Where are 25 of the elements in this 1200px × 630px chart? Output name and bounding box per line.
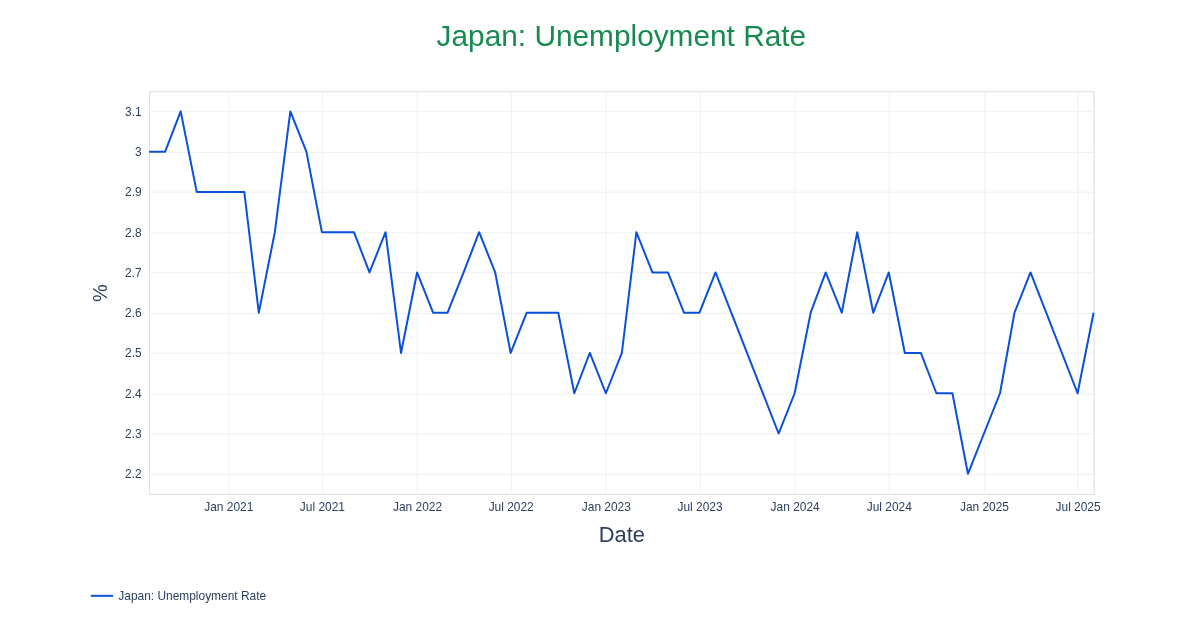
y-tick-label: 3	[135, 145, 143, 160]
x-tick-label: Jan 2025	[959, 500, 1010, 515]
y-tick-label: 2.2	[125, 467, 143, 482]
y-tick-label: 2.9	[125, 185, 143, 200]
y-tick-label: 2.8	[125, 225, 143, 240]
x-tick-label: Jan 2023	[581, 500, 632, 515]
x-tick-label: Jan 2022	[393, 500, 443, 515]
x-tick-label: Jul 2025	[1055, 500, 1101, 515]
y-tick-label: 2.6	[125, 306, 143, 321]
y-tick-label: 3.1	[125, 104, 143, 119]
y-tick-label: 2.3	[125, 426, 143, 441]
line-series	[148, 110, 1095, 475]
y-axis-title: %	[89, 284, 112, 302]
y-tick-label: 2.4	[125, 386, 143, 401]
chart-title: Japan: Unemployment Rate	[436, 18, 807, 52]
legend-label: Japan: Unemployment Rate	[118, 588, 267, 603]
x-tick-label: Jul 2021	[299, 500, 346, 515]
x-tick-label: Jul 2024	[866, 500, 913, 515]
x-tick-label: Jan 2021	[204, 500, 254, 515]
x-tick-label: Jan 2024	[770, 500, 821, 515]
x-tick-label: Jul 2022	[488, 500, 535, 515]
x-tick-label: Jul 2023	[677, 500, 723, 515]
y-tick-label: 2.7	[125, 265, 143, 280]
y-tick-label: 2.5	[125, 346, 143, 361]
x-axis-title: Date	[598, 522, 645, 548]
